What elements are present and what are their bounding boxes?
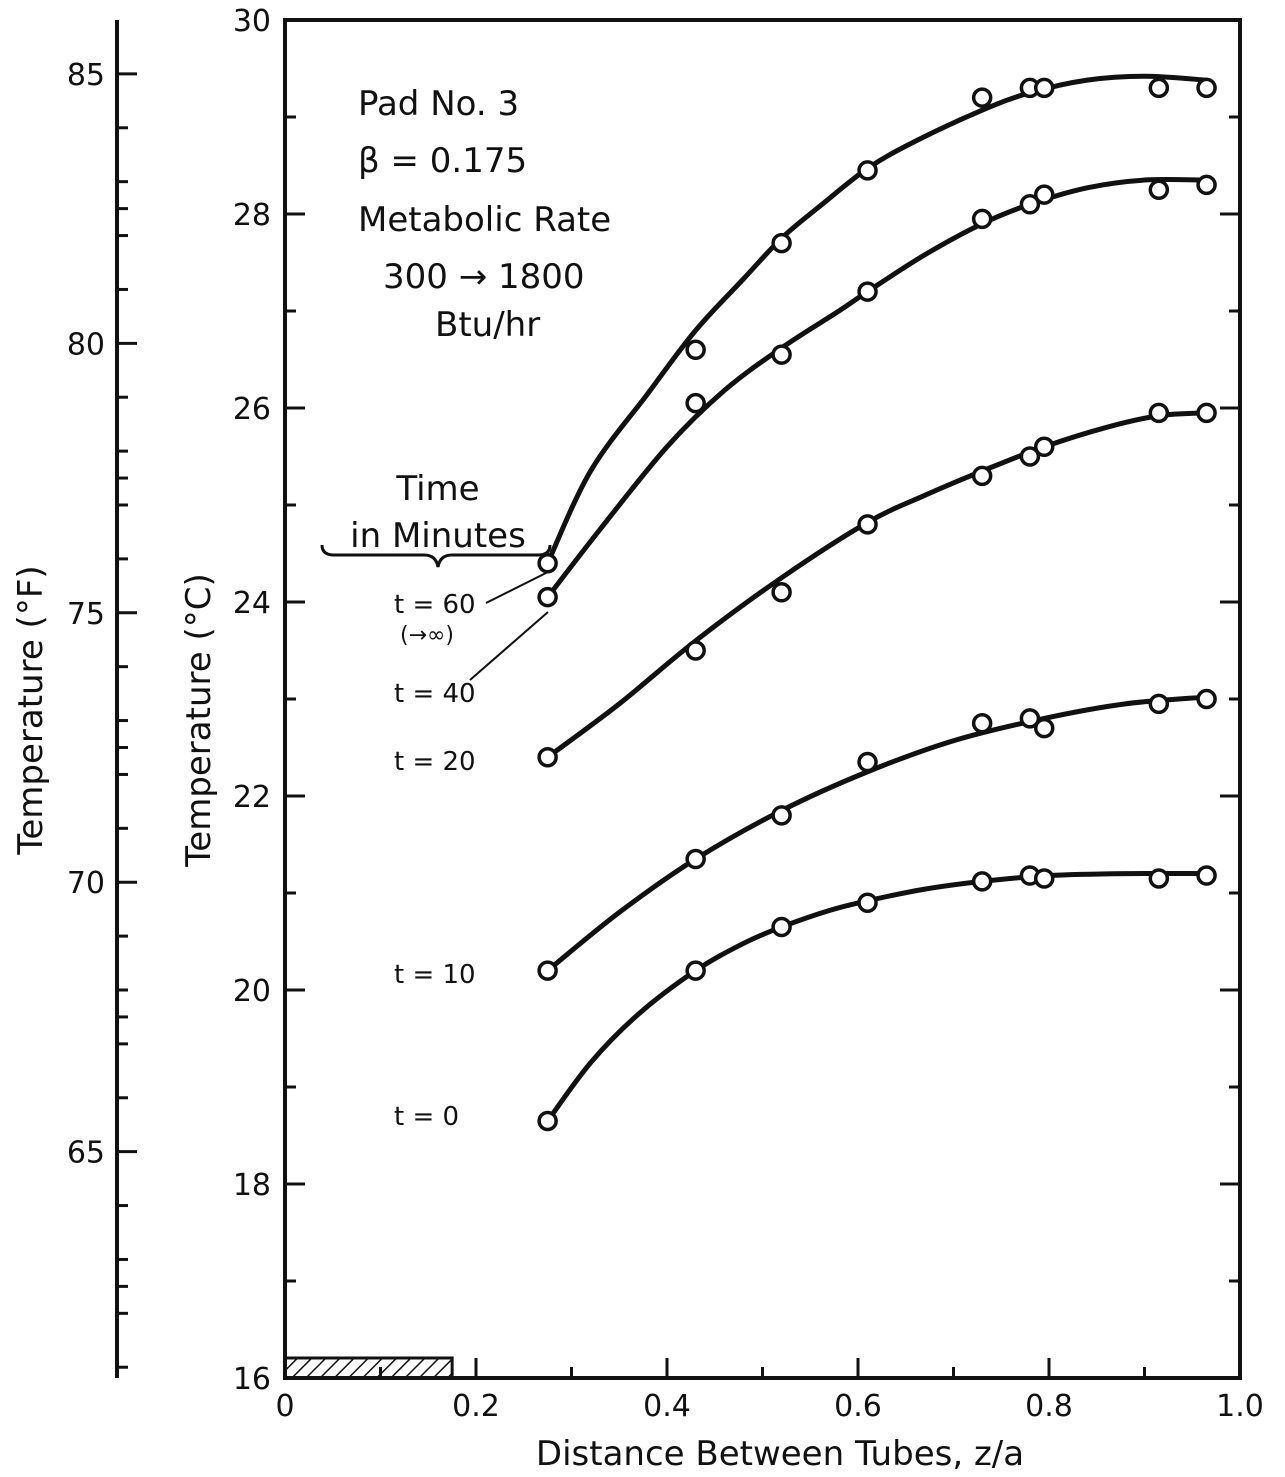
data-point	[1148, 77, 1170, 99]
data-point	[1148, 179, 1170, 200]
x-tick-label: 0.2	[452, 1389, 500, 1424]
f-tick-label: 65	[67, 1136, 105, 1171]
label-t60-sublabel: (→∞)	[400, 623, 454, 648]
x-tick-label: 1.0	[1216, 1389, 1264, 1424]
annotation-beta: β = 0.175	[358, 141, 527, 181]
data-point	[1033, 868, 1055, 889]
data-point	[971, 87, 993, 108]
data-point	[971, 713, 993, 734]
data-point	[685, 339, 706, 361]
data-point	[1196, 77, 1217, 99]
data-point	[1019, 708, 1041, 729]
data-point	[771, 582, 792, 603]
annotation-pad: Pad No. 3	[358, 84, 519, 124]
data-point	[537, 746, 558, 768]
data-point	[1033, 436, 1055, 458]
time-heading-brace	[320, 544, 552, 568]
series-line	[545, 410, 1210, 760]
data-point	[1196, 402, 1217, 424]
x-tick-label: 0	[275, 1389, 294, 1424]
data-point	[857, 281, 878, 302]
y-axis-label-celsius: Temperature (°C)	[179, 573, 219, 867]
label-t40: t = 40	[394, 679, 476, 709]
data-point	[1033, 184, 1055, 205]
data-point	[1019, 446, 1041, 467]
series-line	[545, 870, 1210, 1124]
y-tick-label: 24	[233, 586, 271, 621]
data-point	[1148, 693, 1170, 715]
data-point	[1196, 688, 1217, 710]
data-point	[971, 871, 993, 892]
data-point	[771, 232, 792, 254]
x-tick-label: 0.8	[1025, 1389, 1073, 1424]
label-t0: t = 0	[394, 1102, 459, 1132]
y-tick-label: 30	[233, 4, 271, 39]
f-tick-label: 85	[67, 58, 105, 93]
data-point	[857, 160, 878, 181]
series-line	[545, 176, 1210, 600]
data-point	[771, 916, 792, 938]
data-point	[1196, 174, 1217, 196]
data-point	[1148, 402, 1170, 424]
label-t20: t = 20	[394, 747, 476, 777]
y-tick-label: 22	[233, 780, 271, 815]
data-point	[1033, 77, 1055, 99]
data-point	[1196, 865, 1217, 886]
y-tick-label: 16	[233, 1362, 271, 1397]
series-labels: t = 60 (→∞) t = 40 t = 20 t = 10 t = 0	[394, 571, 549, 1132]
annotation-metabolic: Metabolic Rate	[358, 200, 611, 240]
y-tick-label: 20	[233, 974, 271, 1009]
data-point	[537, 552, 558, 574]
y-tick-label: 28	[233, 198, 271, 233]
data-point	[1019, 194, 1041, 215]
data-point	[857, 751, 878, 773]
leader-t40	[469, 611, 549, 681]
tick-labels: 0 0.2 0.4 0.6 0.8 1.0 16 18 20 22 24 26 28 30 65 70 75 80…	[67, 4, 1264, 1424]
annotation-units: Btu/hr	[435, 305, 540, 345]
series-line	[545, 694, 1210, 974]
f-tick-label: 75	[67, 597, 105, 632]
f-tick-label: 80	[67, 327, 105, 362]
data-point	[1033, 717, 1055, 739]
x-tick-label: 0.4	[643, 1389, 691, 1424]
data-point	[771, 344, 792, 365]
label-t60: t = 60	[394, 590, 476, 620]
data-point	[537, 1110, 558, 1132]
data-point	[685, 392, 706, 414]
y-axis-label-fahrenheit: Temperature (°F)	[11, 565, 51, 855]
data-point	[685, 848, 706, 870]
y-tick-label: 26	[233, 392, 271, 427]
leader-t60	[485, 571, 549, 604]
data-point	[1148, 868, 1170, 889]
time-heading: Time in Minutes	[320, 469, 552, 568]
x-axis-label: Distance Between Tubes, z/a	[536, 1434, 1024, 1474]
series-curves	[545, 73, 1210, 1124]
data-point	[771, 805, 792, 826]
time-heading-line1: Time	[395, 469, 479, 509]
data-points	[537, 77, 1217, 1132]
y-tick-label: 18	[233, 1168, 271, 1203]
data-point	[537, 586, 558, 608]
data-point	[685, 640, 706, 661]
annotation-block: Pad No. 3 β = 0.175 Metabolic Rate 300 →…	[358, 84, 611, 345]
data-point	[857, 514, 878, 535]
data-point	[971, 208, 993, 230]
label-t10: t = 10	[394, 960, 476, 990]
data-point	[537, 960, 558, 981]
data-point	[971, 465, 993, 487]
time-heading-line2: in Minutes	[350, 516, 526, 556]
series-line	[545, 73, 1210, 566]
annotation-rate: 300 → 1800	[383, 257, 585, 297]
data-point	[857, 892, 878, 913]
hatched-region	[283, 1356, 454, 1380]
x-tick-label: 0.6	[834, 1389, 882, 1424]
hatched-bar	[283, 1356, 454, 1380]
f-tick-label: 70	[67, 866, 105, 901]
data-point	[685, 960, 706, 981]
